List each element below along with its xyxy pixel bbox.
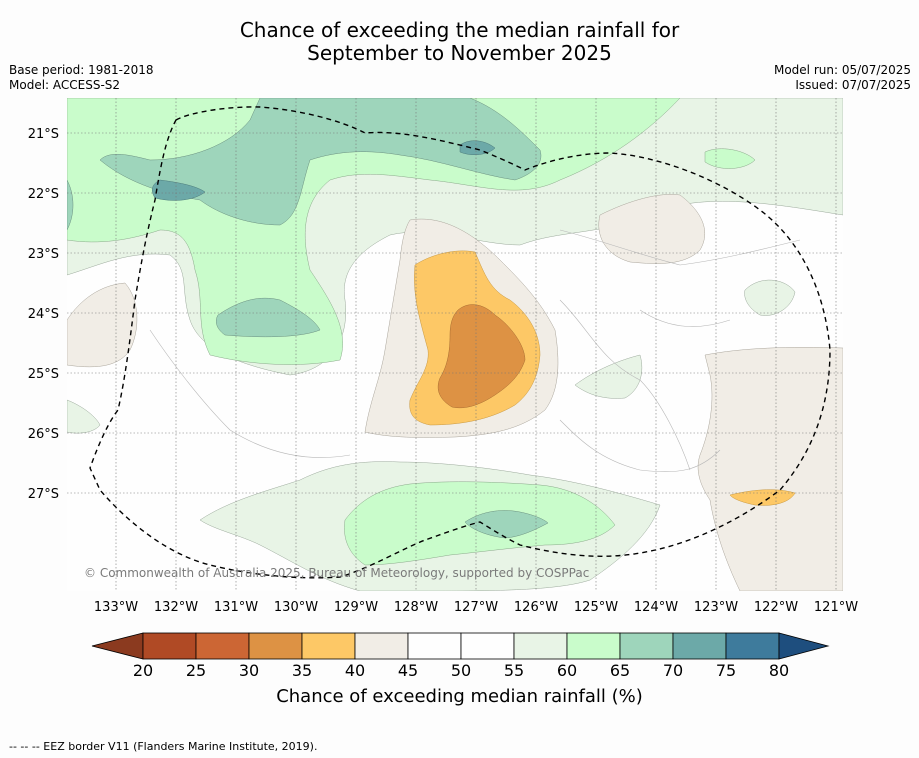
colorbar-segment [195,632,250,660]
colorbar-tick-label: 30 [239,661,259,680]
contour-35-centre [437,304,526,409]
meta-right: Model run: 05/07/2025 Issued: 07/07/2025 [774,63,911,93]
colorbar-segment [407,632,462,660]
colorbar-label: Chance of exceeding median rainfall (%) [276,686,643,707]
lon-label: 129°W [334,600,378,615]
colorbar-tick-label: 35 [292,661,312,680]
lon-label: 131°W [214,600,258,615]
colorbar-tick-label: 50 [451,661,471,680]
lat-label: 23°S [28,247,59,262]
contour-45-topright [598,194,705,264]
colorbar-tick-label: 65 [610,661,630,680]
contour-70-top [99,98,542,226]
lat-labels: 21°S 22°S 23°S 24°S 25°S 26°S 27°S [28,127,59,502]
colorbar-tick-label: 20 [133,661,153,680]
colorbar-segment [354,632,409,660]
map-title: Chance of exceeding the median rainfall … [0,19,919,65]
model-run: Model run: 05/07/2025 [773,63,911,77]
lon-labels: 133°W 132°W 131°W 130°W 129°W 128°W 127°… [94,600,858,615]
colorbar-segment [513,632,568,660]
meta-left: Base period: 1981-2018 Model: ACCESS-S2 [9,63,154,93]
lon-label: 132°W [154,600,198,615]
colorbar-segment [566,632,621,660]
base-period: Base period: 1981-2018 [9,63,154,77]
contour-60-right-mid [744,279,796,316]
colorbar-tick-label: 55 [504,661,524,680]
contour-65-small-right [704,148,756,169]
issued-date: Issued: 07/07/2025 [795,78,911,92]
lat-label: 25°S [28,367,59,382]
lat-label: 21°S [28,127,59,142]
contour-60-small-mid [574,354,643,399]
title-line-1: Chance of exceeding the median rainfall … [239,18,680,42]
colorbar-segment [460,632,515,660]
lon-label: 123°W [694,600,738,615]
contour-75-b [459,140,496,156]
lon-label: 125°W [574,600,618,615]
contour-70-left [67,179,74,231]
contour-45-left [67,282,138,368]
lon-label: 126°W [514,600,558,615]
colorbar-segment [301,632,356,660]
contour-40-right [729,489,796,506]
colorbar: 20 25 30 35 40 45 50 55 60 65 70 75 80 [91,632,830,680]
colorbar-tick-label: 45 [398,661,418,680]
lat-label: 27°S [28,487,59,502]
colorbar-under-arrow [91,632,144,660]
lat-label: 22°S [28,187,59,202]
colorbar-segment [672,632,727,660]
lat-label: 26°S [28,427,59,442]
colorbar-segment [619,632,674,660]
colorbar-tick-label: 80 [769,661,789,680]
contour-45-right [697,347,843,591]
lon-label: 121°W [814,600,858,615]
colorbar-tick-label: 70 [663,661,683,680]
copyright-text: © Commonwealth of Australia 2025, Bureau… [84,566,589,580]
lon-label: 124°W [634,600,678,615]
colorbar-tick-label: 75 [716,661,736,680]
lon-label: 130°W [274,600,318,615]
contour-fills [67,98,843,591]
contour-75-a [152,179,206,201]
lon-label: 133°W [94,600,138,615]
contour-70-mid [216,297,321,338]
lat-label: 24°S [28,307,59,322]
contour-70-bottom [464,510,549,539]
lon-label: 127°W [454,600,498,615]
colorbar-tick-label: 40 [345,661,365,680]
title-line-2: September to November 2025 [307,41,612,65]
rainfall-map: © Commonwealth of Australia 2025, Bureau… [28,98,858,680]
lon-label: 122°W [754,600,798,615]
eez-footnote: -- -- -- EEZ border V11 (Flanders Marine… [9,740,318,753]
colorbar-tick-label: 25 [186,661,206,680]
lon-label: 128°W [394,600,438,615]
graticule [67,98,843,591]
model-name: Model: ACCESS-S2 [9,78,121,92]
colorbar-segment [725,632,780,660]
colorbar-tick-label: 60 [557,661,577,680]
colorbar-segment [248,632,303,660]
colorbar-over-arrow [778,632,830,660]
colorbar-segment [142,632,197,660]
